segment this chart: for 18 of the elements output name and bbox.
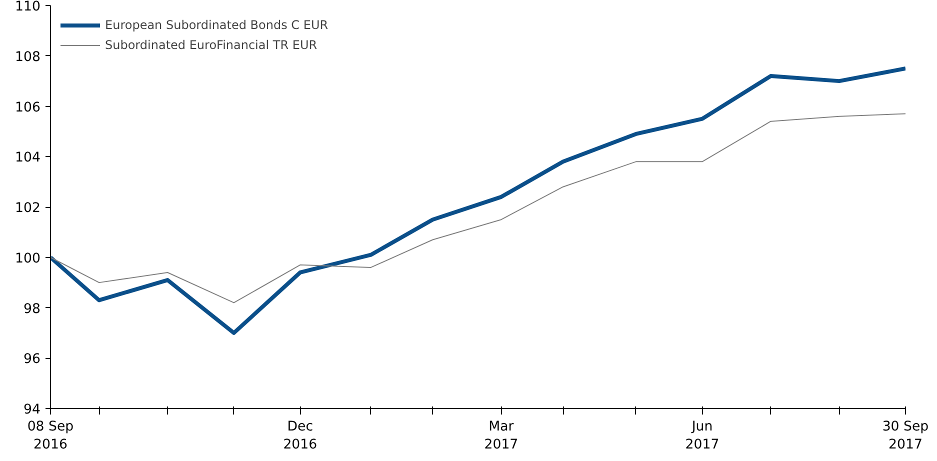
legend-label: European Subordinated Bonds C EUR [105, 18, 328, 32]
x-tick-label: Jun 2017 [685, 420, 720, 452]
y-tick-label: 96 [24, 352, 41, 368]
y-tick-label: 106 [15, 100, 41, 116]
x-tick-label: Mar 2017 [484, 420, 518, 452]
y-tick-label: 100 [15, 251, 41, 266]
y-tick-label: 102 [15, 201, 41, 216]
x-tick-label: Dec 2016 [283, 420, 318, 452]
legend-label: Subordinated EuroFinancial TR EUR [105, 38, 318, 52]
line-series [50, 113, 906, 304]
y-tick-label: 110 [15, 0, 41, 14]
y-tick-label: 108 [15, 50, 41, 65]
y-tick-label: 98 [24, 302, 41, 317]
x-tick-label: 30 Sep 2017 [882, 420, 929, 452]
x-tick-label: 08 Sep 2016 [27, 420, 74, 452]
y-tick-label: 94 [24, 402, 41, 418]
line-series [50, 66, 906, 335]
y-tick-label: 104 [15, 150, 41, 166]
